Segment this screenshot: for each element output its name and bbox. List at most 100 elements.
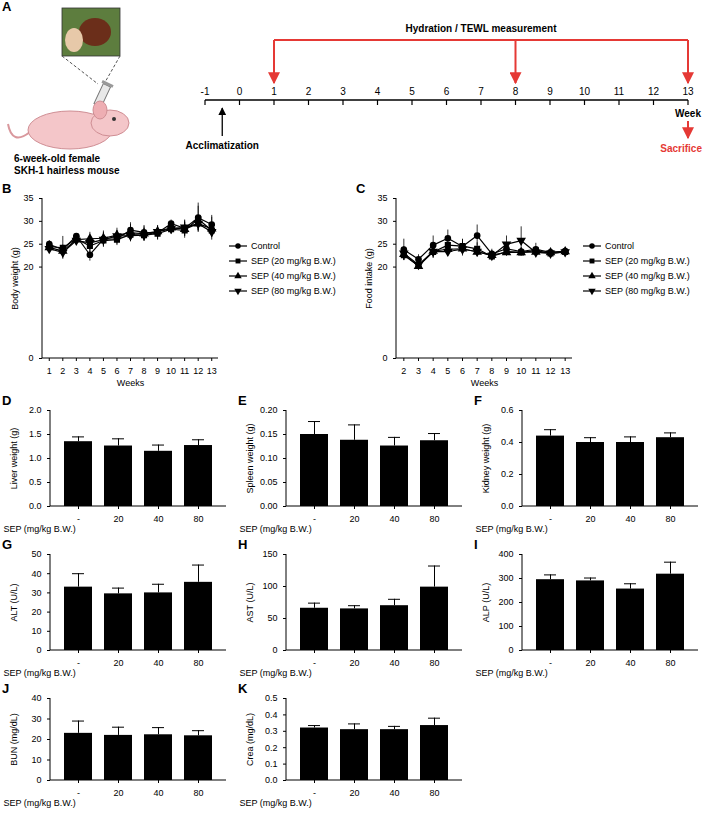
svg-text:BUN (mg/dL): BUN (mg/dL) xyxy=(9,713,19,766)
svg-text:40: 40 xyxy=(625,514,635,524)
svg-text:80: 80 xyxy=(193,514,203,524)
svg-text:3: 3 xyxy=(74,366,79,376)
svg-text:200: 200 xyxy=(498,597,513,607)
svg-text:13: 13 xyxy=(207,366,217,376)
svg-text:-1: -1 xyxy=(201,86,210,97)
svg-text:Crea (mg/dL): Crea (mg/dL) xyxy=(245,713,255,766)
svg-text:0.1: 0.1 xyxy=(265,759,278,769)
svg-text:20: 20 xyxy=(31,607,41,617)
svg-text:35: 35 xyxy=(23,193,33,203)
svg-text:100: 100 xyxy=(498,621,513,631)
svg-text:12: 12 xyxy=(648,86,660,97)
svg-text:2: 2 xyxy=(60,366,65,376)
svg-text:8: 8 xyxy=(489,366,494,376)
svg-text:-: - xyxy=(77,788,80,798)
svg-text:0.05: 0.05 xyxy=(260,477,278,487)
svg-text:2: 2 xyxy=(401,366,406,376)
svg-text:-: - xyxy=(549,658,552,668)
svg-text:Body weight (g): Body weight (g) xyxy=(10,247,20,310)
svg-text:400: 400 xyxy=(498,549,513,559)
svg-text:AST (U/L): AST (U/L) xyxy=(245,583,255,623)
svg-text:Hydration / TEWL measurement: Hydration / TEWL measurement xyxy=(406,23,558,34)
svg-text:4: 4 xyxy=(87,366,92,376)
svg-text:3: 3 xyxy=(340,86,346,97)
svg-text:ALP (U/L): ALP (U/L) xyxy=(481,583,491,622)
svg-text:0.0: 0.0 xyxy=(265,775,278,785)
svg-text:SEP (mg/kg B.W.): SEP (mg/kg B.W.) xyxy=(4,668,76,678)
svg-text:40: 40 xyxy=(153,514,163,524)
svg-text:0.10: 0.10 xyxy=(260,453,278,463)
svg-text:SKH-1 hairless mouse: SKH-1 hairless mouse xyxy=(14,165,120,176)
svg-text:0.4: 0.4 xyxy=(265,710,278,720)
svg-text:30: 30 xyxy=(23,216,33,226)
svg-text:0: 0 xyxy=(36,775,41,785)
svg-text:SEP (mg/kg B.W.): SEP (mg/kg B.W.) xyxy=(240,668,312,678)
svg-text:1.0: 1.0 xyxy=(29,453,42,463)
svg-text:40: 40 xyxy=(153,788,163,798)
svg-text:10: 10 xyxy=(31,626,41,636)
svg-text:0.00: 0.00 xyxy=(260,501,278,511)
svg-text:SEP (mg/kg B.W.): SEP (mg/kg B.W.) xyxy=(240,798,312,808)
svg-text:Weeks: Weeks xyxy=(117,378,145,388)
svg-text:Weeks: Weeks xyxy=(471,378,499,388)
svg-text:40: 40 xyxy=(153,658,163,668)
svg-text:7: 7 xyxy=(128,366,133,376)
svg-text:2.0: 2.0 xyxy=(29,405,42,415)
svg-text:11: 11 xyxy=(180,366,189,376)
svg-text:80: 80 xyxy=(429,658,439,668)
svg-text:0: 0 xyxy=(36,645,41,655)
svg-text:Acclimatization: Acclimatization xyxy=(186,140,259,151)
svg-text:20: 20 xyxy=(23,262,33,272)
svg-text:10: 10 xyxy=(31,755,41,765)
svg-text:20: 20 xyxy=(349,788,359,798)
svg-text:80: 80 xyxy=(193,658,203,668)
svg-text:-: - xyxy=(313,514,316,524)
svg-text:5: 5 xyxy=(101,366,106,376)
svg-text:30: 30 xyxy=(31,588,41,598)
svg-text:7: 7 xyxy=(475,366,480,376)
svg-text:SEP (mg/kg B.W.): SEP (mg/kg B.W.) xyxy=(476,668,548,678)
svg-text:8: 8 xyxy=(513,86,519,97)
svg-text:0: 0 xyxy=(382,353,387,363)
svg-text:-: - xyxy=(313,788,316,798)
svg-text:9: 9 xyxy=(547,86,553,97)
svg-text:6: 6 xyxy=(114,366,119,376)
svg-text:0.4: 0.4 xyxy=(501,437,514,447)
svg-text:40: 40 xyxy=(625,658,635,668)
svg-text:SEP (mg/kg B.W.): SEP (mg/kg B.W.) xyxy=(4,524,76,534)
svg-text:1.5: 1.5 xyxy=(29,429,42,439)
svg-text:5: 5 xyxy=(409,86,415,97)
svg-text:7: 7 xyxy=(478,86,484,97)
svg-text:30: 30 xyxy=(377,216,387,226)
svg-text:40: 40 xyxy=(389,788,399,798)
svg-text:20: 20 xyxy=(585,658,595,668)
svg-text:80: 80 xyxy=(665,514,675,524)
svg-text:80: 80 xyxy=(665,658,675,668)
svg-text:Sacrifice: Sacrifice xyxy=(660,143,702,154)
svg-text:-: - xyxy=(549,514,552,524)
svg-text:80: 80 xyxy=(429,788,439,798)
svg-text:Week: Week xyxy=(675,108,701,119)
svg-text:SEP (mg/kg B.W.): SEP (mg/kg B.W.) xyxy=(476,524,548,534)
svg-text:20: 20 xyxy=(113,788,123,798)
svg-text:80: 80 xyxy=(193,788,203,798)
svg-text:-: - xyxy=(313,658,316,668)
svg-text:0.5: 0.5 xyxy=(29,477,42,487)
svg-text:0.0: 0.0 xyxy=(501,501,514,511)
svg-text:150: 150 xyxy=(262,549,277,559)
svg-text:13: 13 xyxy=(682,86,694,97)
svg-text:Food intake (g): Food intake (g) xyxy=(364,248,374,309)
svg-text:25: 25 xyxy=(23,239,33,249)
svg-text:SEP (mg/kg B.W.): SEP (mg/kg B.W.) xyxy=(4,798,76,808)
svg-text:20: 20 xyxy=(113,514,123,524)
svg-text:-: - xyxy=(77,514,80,524)
svg-text:20: 20 xyxy=(113,658,123,668)
svg-text:40: 40 xyxy=(389,514,399,524)
svg-text:1: 1 xyxy=(271,86,277,97)
svg-text:30: 30 xyxy=(31,714,41,724)
svg-text:1: 1 xyxy=(47,366,52,376)
svg-text:20: 20 xyxy=(585,514,595,524)
svg-text:20: 20 xyxy=(377,262,387,272)
svg-text:12: 12 xyxy=(193,366,203,376)
svg-text:50: 50 xyxy=(31,549,41,559)
